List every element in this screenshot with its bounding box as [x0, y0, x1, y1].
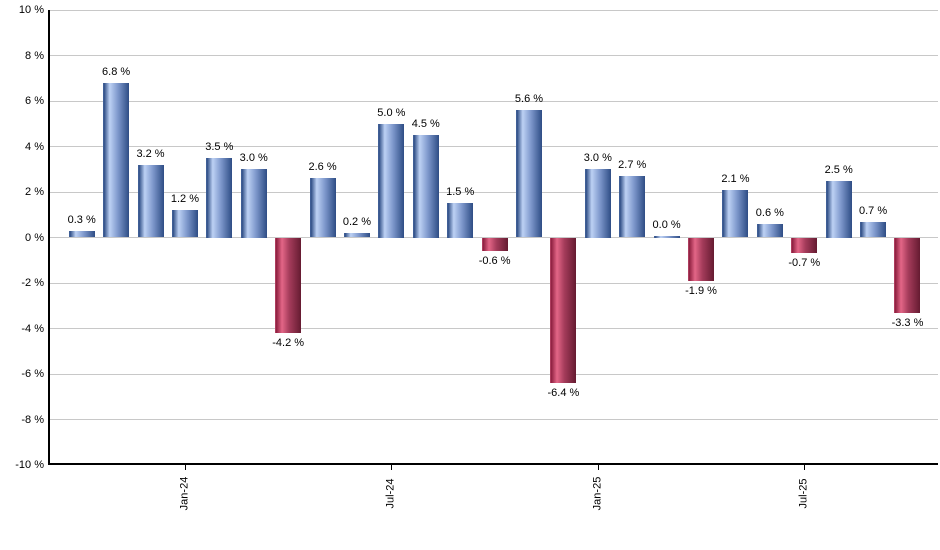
bar [756, 223, 783, 238]
x-tick-mark [391, 465, 393, 470]
bar-value-label: 2.6 % [308, 161, 337, 174]
bar-value-label: 0.2 % [342, 215, 372, 228]
bar [516, 110, 542, 238]
bar [378, 123, 405, 238]
bar-value-label: 3.0 % [239, 152, 268, 165]
bar [240, 169, 267, 238]
bar [447, 203, 474, 238]
bar-value-label: -3.3 % [891, 316, 924, 329]
bar-value-label: 1.2 % [170, 193, 199, 206]
bar [584, 169, 611, 238]
bar [171, 210, 198, 238]
bar-value-label: 0.7 % [859, 204, 888, 217]
gridline [50, 419, 938, 420]
bar [550, 237, 577, 384]
x-tick-mark [804, 465, 806, 470]
y-tick-label: 6 % [25, 95, 44, 107]
y-tick-label: -6 % [21, 368, 44, 380]
bar [309, 178, 336, 238]
bar-value-label: 3.0 % [583, 152, 612, 165]
bar [481, 237, 508, 252]
bar [653, 236, 680, 238]
y-tick-label: 10 % [18, 4, 44, 16]
bar [103, 82, 130, 238]
x-tick-mark [597, 465, 599, 470]
bar [206, 157, 233, 238]
x-axis-line [48, 463, 938, 465]
bar [343, 232, 370, 238]
plot-area: 0.3 % 6.8 % 3.2 % 1.2 % 3.5 % 3.0 % -4.2 % 2.6 … [50, 9, 938, 465]
y-tick-label: -8 % [21, 413, 44, 426]
bar-value-label: 3.2 % [136, 147, 165, 160]
bar [137, 164, 164, 238]
bar-value-label: -4.2 % [272, 337, 305, 350]
x-tick-label: Jul-24 [384, 478, 397, 509]
bar [275, 237, 302, 334]
bar-value-label: -0.7 % [788, 257, 821, 270]
bar [412, 135, 439, 238]
y-tick-label: -4 % [21, 322, 44, 335]
bar [825, 180, 852, 238]
bar-value-label: 1.5 % [446, 186, 475, 199]
gridline [50, 9, 938, 11]
bar-value-label: 3.5 % [205, 140, 234, 153]
y-tick-label: -10 % [15, 459, 44, 471]
bar [68, 230, 95, 238]
bar [894, 237, 921, 313]
bar [791, 237, 818, 254]
bar-value-label: 2.1 % [721, 172, 750, 185]
bar-value-label: 0.3 % [67, 213, 96, 226]
bar-value-label: 0.0 % [652, 219, 681, 231]
gridline [50, 55, 938, 56]
x-tick-mark [184, 465, 186, 470]
bar-value-label: 4.5 % [411, 118, 440, 131]
x-tick-label: Jan-25 [591, 476, 604, 511]
bar [688, 237, 715, 281]
y-tick-label: 0 % [25, 231, 44, 244]
gridline [50, 100, 938, 102]
gridline [50, 282, 938, 284]
gridline [50, 146, 938, 147]
y-axis-line [48, 10, 50, 465]
gridline [50, 328, 938, 329]
bar-value-label: 5.6 % [514, 93, 544, 106]
bar-value-label: 5.0 % [377, 106, 406, 119]
bar-value-label: -1.9 % [685, 284, 717, 297]
x-tick-label: Jan-24 [178, 476, 191, 511]
bar-value-label: -6.4 % [547, 387, 580, 400]
bar-value-label: 6.8 % [102, 65, 131, 78]
gridline [50, 373, 938, 375]
y-tick-label: 4 % [25, 140, 44, 153]
bar-value-label: 2.5 % [824, 163, 853, 176]
bar [619, 176, 646, 238]
gridline [50, 191, 938, 193]
bar-value-label: -0.6 % [478, 255, 511, 268]
y-tick-label: 2 % [25, 186, 44, 198]
y-tick-label: -2 % [21, 277, 44, 289]
bar [860, 221, 887, 238]
bar-value-label: 2.7 % [618, 159, 647, 172]
x-tick-label: Jul-25 [797, 478, 810, 509]
y-tick-label: 8 % [25, 49, 44, 62]
bar-value-label: 0.6 % [755, 206, 784, 219]
bar [722, 189, 749, 238]
